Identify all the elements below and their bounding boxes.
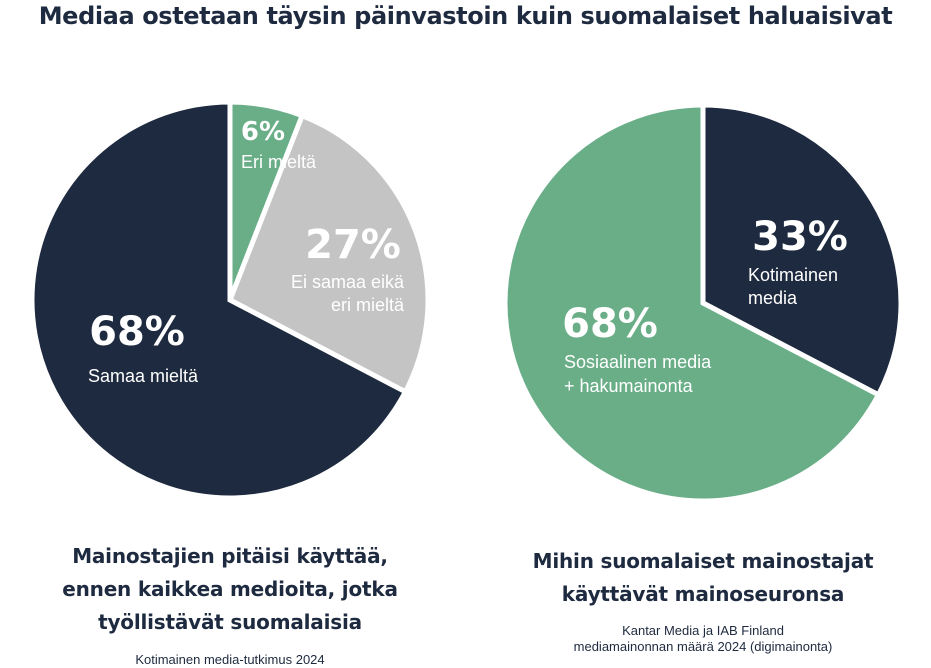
pie-slice-sosiaalinen-media-hakumainonta xyxy=(502,102,882,504)
pie-slice-ei-samaa-eikä-eri-mieltä xyxy=(226,112,431,396)
page-title: Mediaa ostetaan täysin päinvastoin kuin … xyxy=(38,2,893,30)
slice-category-label: + hakumainonta xyxy=(564,376,694,396)
slice-percent-label: 68% xyxy=(89,309,185,355)
pie-slice-samaa-mieltä xyxy=(29,99,409,501)
caption-line: käyttävät mainoseuronsa xyxy=(561,582,845,606)
pie-slice-kotimainen-media xyxy=(700,102,904,399)
slice-category-label: Sosiaalinen media xyxy=(564,352,712,372)
chart-caption-ad-spend: Mihin suomalaiset mainostajat käyttävät … xyxy=(503,545,903,611)
slice-percent-label: 6% xyxy=(241,117,285,147)
chart-source-ad-spend: Kantar Media ja IAB Finland mediamainonn… xyxy=(503,623,903,655)
slice-percent-label: 27% xyxy=(305,222,401,268)
slice-category-label: eri mieltä xyxy=(331,295,405,315)
slice-category-label: Samaa mieltä xyxy=(88,366,199,386)
caption-line: Mainostajien pitäisi käyttää, xyxy=(72,544,388,568)
source-line: mediamainonnan määrä 2024 (digimainonta) xyxy=(573,639,833,654)
chart-caption-employment: Mainostajien pitäisi käyttää, ennen kaik… xyxy=(30,540,430,639)
slice-category-label: Kotimainen xyxy=(748,265,838,285)
slice-percent-label: 68% xyxy=(562,301,658,347)
slice-category-label: media xyxy=(748,288,798,308)
source-line: Kantar Media ja IAB Finland xyxy=(622,623,784,638)
slice-category-label: Ei samaa eikä xyxy=(291,272,405,292)
source-line: Kotimainen media-tutkimus 2024 xyxy=(135,652,325,667)
caption-line: työllistävät suomalaisia xyxy=(98,610,362,634)
caption-line: Mihin suomalaiset mainostajat xyxy=(532,549,874,573)
slice-category-label: Eri mieltä xyxy=(241,152,317,172)
caption-line: ennen kaikkea medioita, jotka xyxy=(62,577,398,601)
slice-percent-label: 33% xyxy=(752,214,848,260)
chart-source-employment: Kotimainen media-tutkimus 2024 xyxy=(30,652,430,668)
